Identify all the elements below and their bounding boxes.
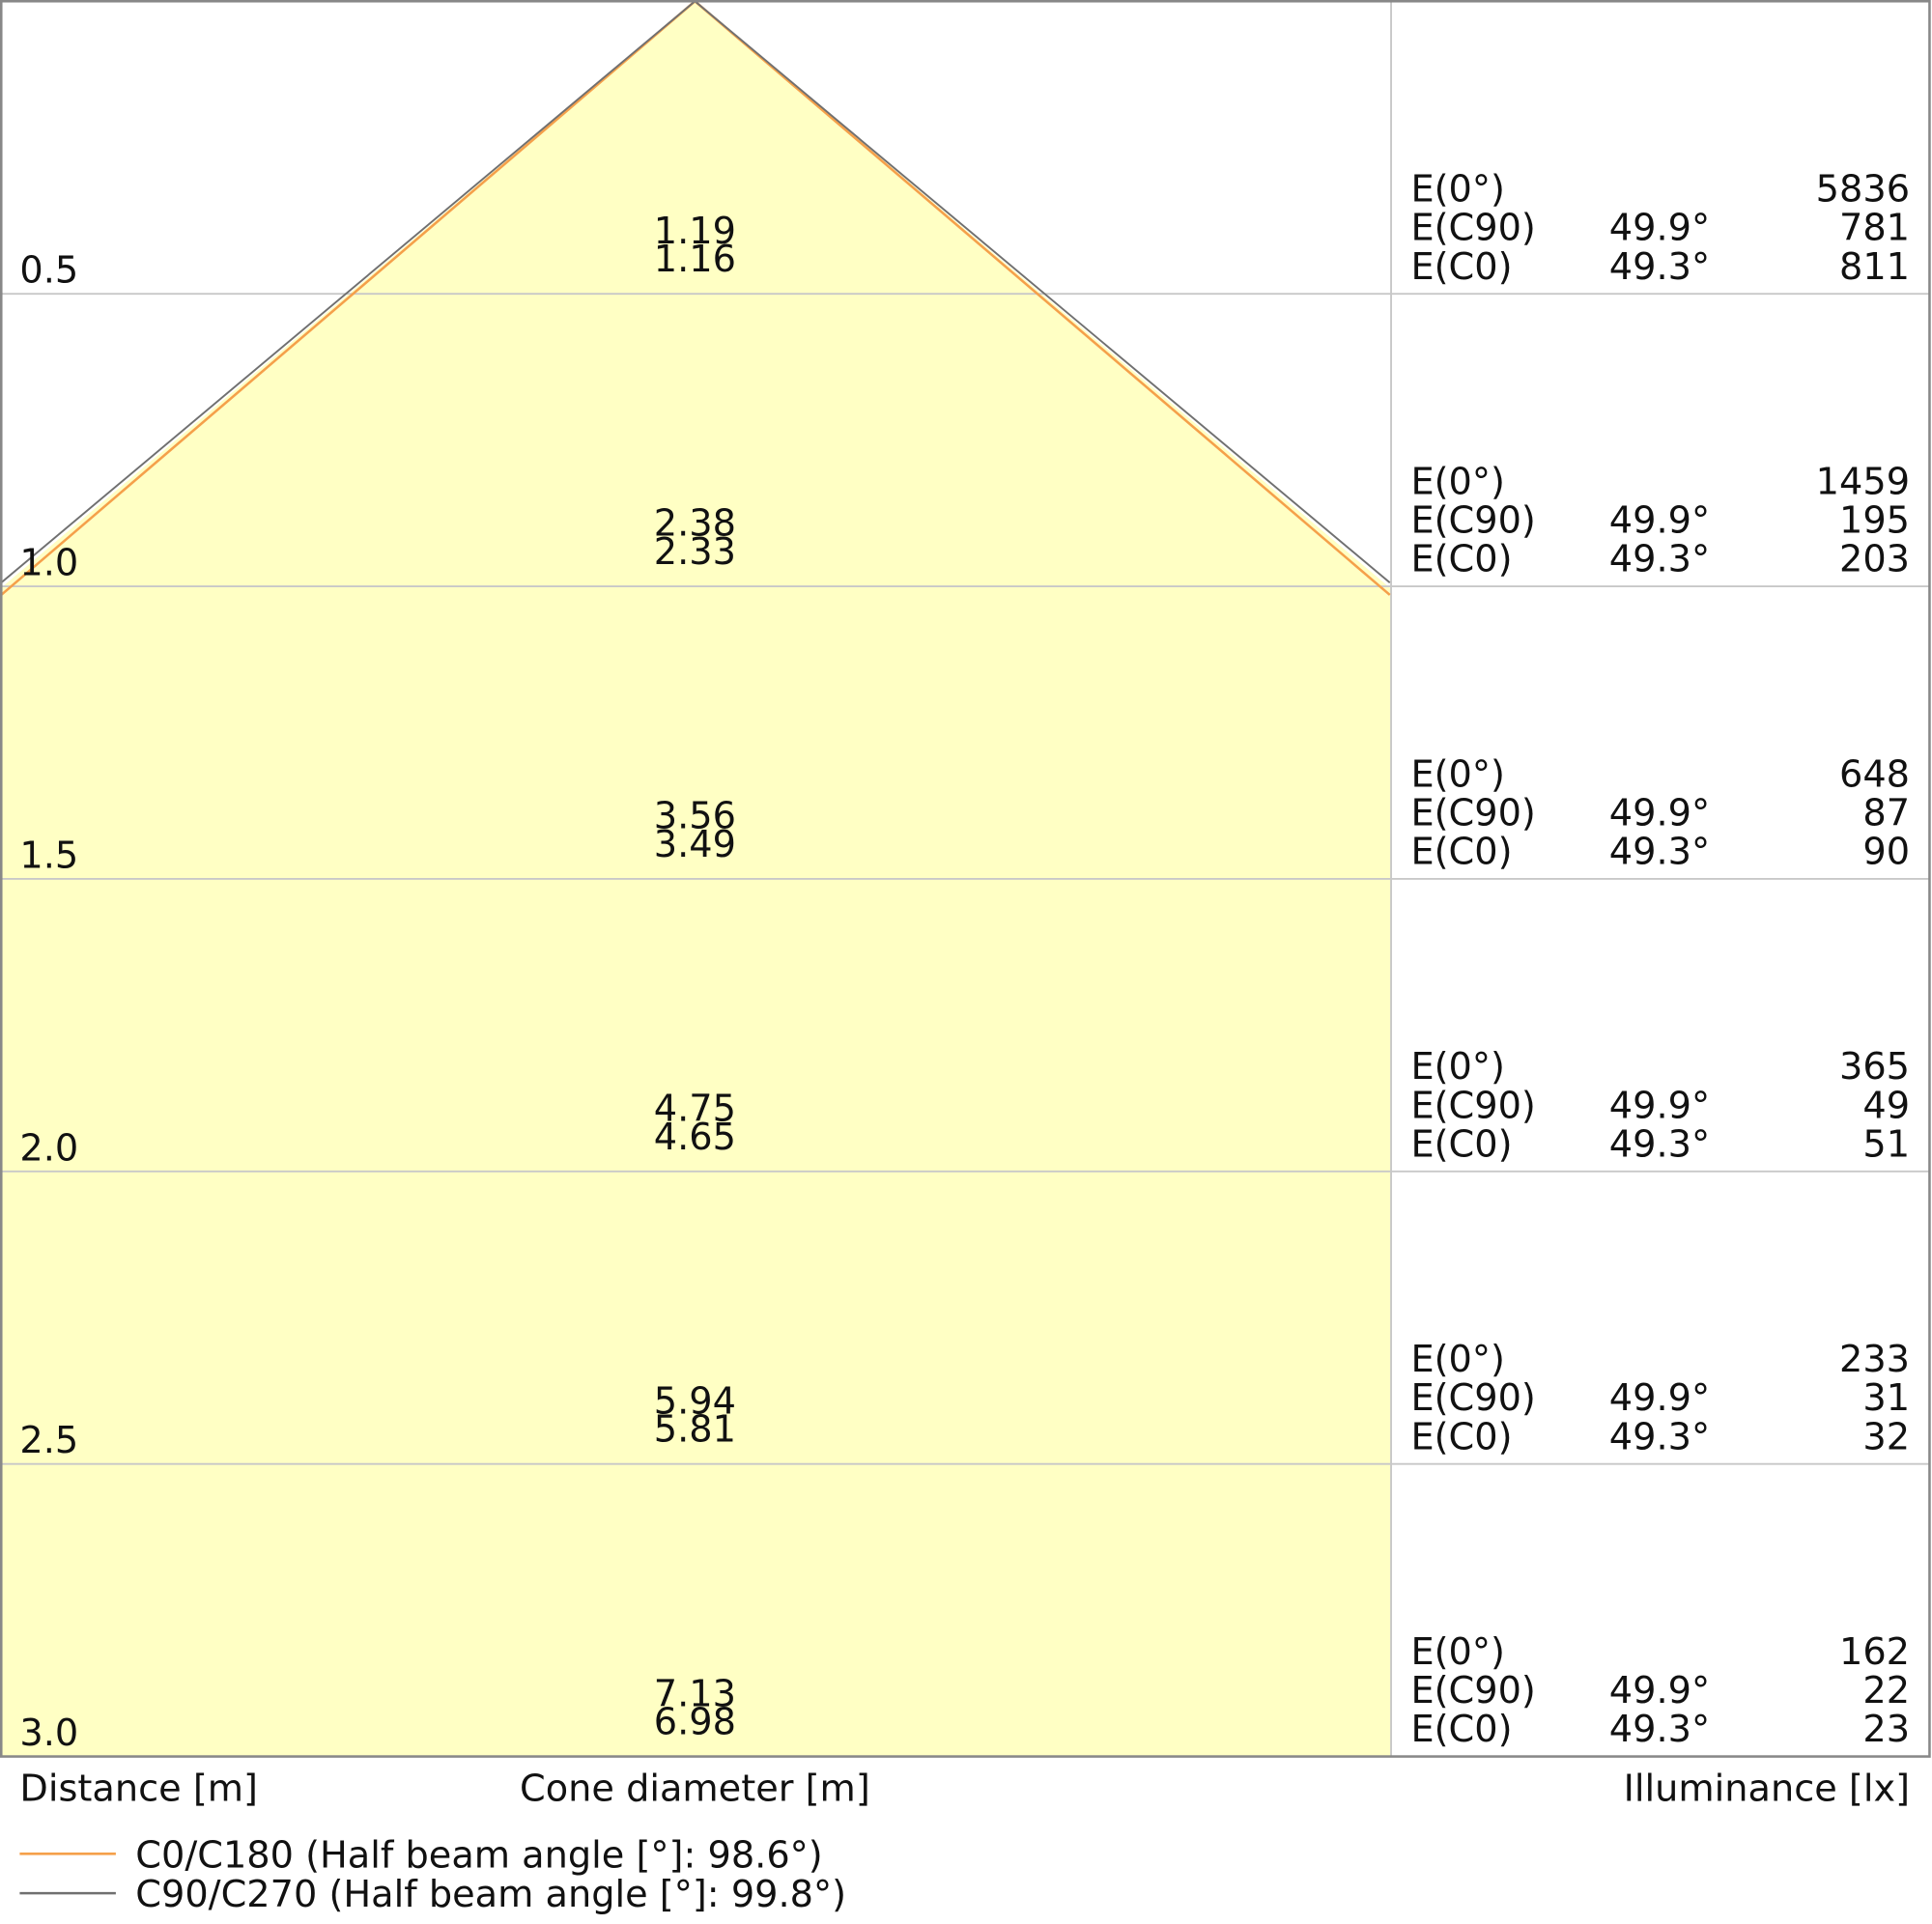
e-label: E(0°) bbox=[1410, 1338, 1504, 1381]
diameter: 5.94 bbox=[654, 1379, 736, 1423]
legend-text: C90/C270 (Half beam angle [°]: 99.8°) bbox=[135, 1873, 846, 1916]
e-angle: 49.3° bbox=[1609, 245, 1710, 289]
e-value: 51 bbox=[1862, 1122, 1910, 1166]
diameter: 1.16 bbox=[654, 238, 736, 281]
e-label: E(0°) bbox=[1410, 752, 1504, 796]
e-angle: 49.9° bbox=[1609, 1669, 1710, 1712]
e-label: E(C90) bbox=[1410, 1669, 1535, 1712]
e-value: 233 bbox=[1839, 1338, 1910, 1381]
e-angle: 49.3° bbox=[1609, 538, 1710, 581]
diameter: 3.49 bbox=[654, 823, 736, 866]
distance: 2.5 bbox=[19, 1419, 78, 1462]
e-value: 31 bbox=[1862, 1376, 1910, 1420]
row-lines bbox=[1, 293, 1930, 1465]
diameter: 7.13 bbox=[654, 1672, 736, 1715]
e-value: 49 bbox=[1862, 1084, 1910, 1127]
e-angle: 49.3° bbox=[1609, 1122, 1710, 1166]
e-label: E(0°) bbox=[1410, 168, 1504, 212]
e-label: E(C0) bbox=[1410, 538, 1512, 581]
e-label: E(0°) bbox=[1410, 460, 1504, 503]
e-label: E(C0) bbox=[1410, 1122, 1512, 1166]
diameter: 2.38 bbox=[654, 502, 736, 546]
e-label: E(C0) bbox=[1410, 1708, 1512, 1751]
e-value: 23 bbox=[1862, 1708, 1910, 1751]
distance: 2.0 bbox=[19, 1126, 78, 1170]
e-angle: 49.3° bbox=[1609, 831, 1710, 874]
diameter: 2.33 bbox=[654, 530, 736, 574]
e-value: 203 bbox=[1839, 538, 1910, 581]
diameter: 5.81 bbox=[654, 1408, 736, 1452]
e-value: 811 bbox=[1839, 245, 1910, 289]
e-value: 195 bbox=[1839, 499, 1910, 543]
e-label: E(C90) bbox=[1410, 207, 1535, 250]
e-angle: 49.9° bbox=[1609, 207, 1710, 250]
legend-text: C0/C180 (Half beam angle [°]: 98.6°) bbox=[135, 1833, 822, 1877]
diameter: 4.75 bbox=[654, 1088, 736, 1131]
e-value: 365 bbox=[1839, 1045, 1910, 1089]
e-label: E(C90) bbox=[1410, 791, 1535, 835]
e-label: E(C90) bbox=[1410, 499, 1535, 543]
e-value: 5836 bbox=[1816, 168, 1910, 212]
diameter: 4.65 bbox=[654, 1116, 736, 1159]
distance: 1.5 bbox=[19, 834, 78, 877]
e-label: E(C0) bbox=[1410, 1415, 1512, 1458]
illuminance-label: Illuminance [lx] bbox=[1624, 1767, 1910, 1810]
e-label: E(0°) bbox=[1410, 1045, 1504, 1089]
e-value: 87 bbox=[1862, 791, 1910, 835]
e-angle: 49.3° bbox=[1609, 1708, 1710, 1751]
e-angle: 49.9° bbox=[1609, 791, 1710, 835]
e-label: E(C90) bbox=[1410, 1084, 1535, 1127]
e-angle: 49.9° bbox=[1609, 499, 1710, 543]
e-label: E(0°) bbox=[1410, 1630, 1504, 1674]
diameter: 6.98 bbox=[654, 1701, 736, 1744]
e-label: E(C90) bbox=[1410, 1376, 1535, 1420]
e-value: 32 bbox=[1862, 1415, 1910, 1458]
e-value: 648 bbox=[1839, 752, 1910, 796]
distance: 0.5 bbox=[19, 249, 78, 293]
frame bbox=[0, 0, 1931, 1758]
diameter: 1.19 bbox=[654, 210, 736, 253]
distance: 3.0 bbox=[19, 1712, 78, 1755]
e-value: 1459 bbox=[1816, 460, 1910, 503]
e-value: 781 bbox=[1839, 207, 1910, 250]
e-value: 90 bbox=[1862, 831, 1910, 874]
e-value: 22 bbox=[1862, 1669, 1910, 1712]
diameter-label: Cone diameter [m] bbox=[520, 1767, 870, 1810]
e-angle: 49.3° bbox=[1609, 1415, 1710, 1458]
distance: 1.0 bbox=[19, 542, 78, 585]
e-label: E(C0) bbox=[1410, 831, 1512, 874]
e-value: 162 bbox=[1839, 1630, 1910, 1674]
content: 0.5 1.191.16 E(0°) 5836 E(C90) 49.9° 781 E(C0) 4… bbox=[19, 168, 1910, 1917]
e-angle: 49.9° bbox=[1609, 1084, 1710, 1127]
diameter: 3.56 bbox=[654, 795, 736, 838]
e-label: E(C0) bbox=[1410, 245, 1512, 289]
distance-label: Distance [m] bbox=[19, 1767, 258, 1810]
e-angle: 49.9° bbox=[1609, 1376, 1710, 1420]
